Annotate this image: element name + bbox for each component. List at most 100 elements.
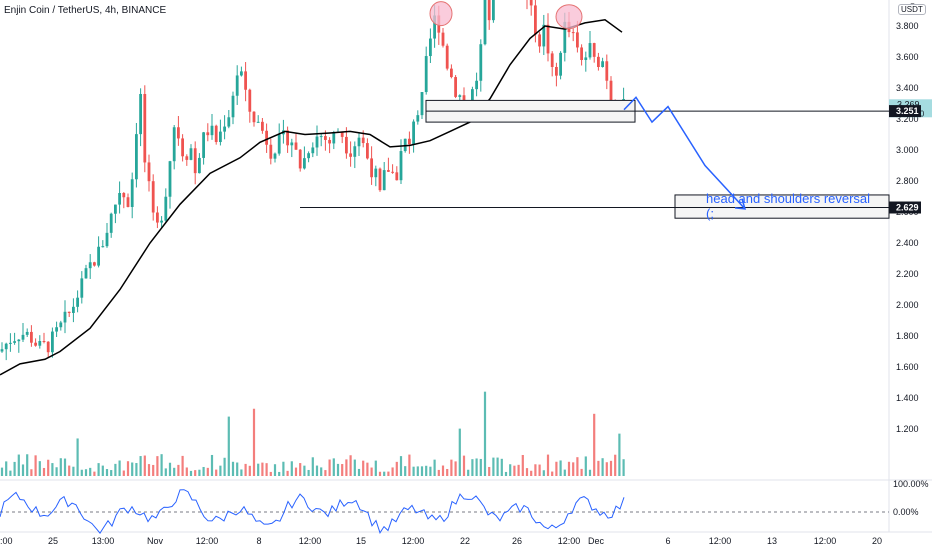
time-tick-label: 15: [356, 536, 366, 546]
candle-body: [445, 45, 449, 69]
volume-bar: [370, 467, 373, 476]
candle-body: [387, 170, 390, 172]
volume-bar: [147, 464, 151, 476]
volume-bar: [618, 433, 621, 476]
candle-body: [189, 148, 193, 160]
rsi-tick-label: 0.00%: [893, 507, 919, 517]
price-tick-label: 2.400: [896, 238, 919, 248]
volume-bar: [47, 459, 50, 476]
volume-bar: [177, 464, 180, 476]
volume-bar: [320, 467, 323, 476]
volume-bar: [0, 467, 4, 476]
volume-bar: [349, 455, 352, 476]
volume-bar: [76, 438, 79, 476]
volume-bar: [391, 467, 394, 476]
volume-bar: [378, 471, 382, 476]
price-tick-label: 1.400: [896, 393, 919, 403]
volume-bar: [59, 458, 62, 476]
candle-body: [17, 339, 21, 342]
candle-body: [219, 131, 222, 143]
candle-body: [597, 56, 600, 67]
volume-bar: [324, 470, 327, 476]
volume-bar: [341, 464, 344, 476]
volume-bar: [601, 458, 604, 476]
candle-body: [21, 334, 25, 340]
volume-bar: [521, 454, 524, 476]
candle-body: [126, 197, 130, 207]
price-axis[interactable]: 5.4005.2005.0004.8004.6004.4004.2004.000…: [896, 0, 919, 434]
volume-bar: [118, 460, 121, 476]
candle-body: [72, 306, 75, 313]
currency-badge[interactable]: USDT: [898, 4, 926, 15]
volume-bar: [227, 416, 230, 476]
time-tick-label: 12:00: [299, 536, 322, 546]
candle-body: [84, 268, 88, 279]
volume-bar: [278, 471, 281, 476]
candle-body: [101, 246, 105, 248]
candle-body: [454, 77, 457, 97]
candle-body: [210, 125, 214, 136]
volume-bar: [122, 470, 125, 476]
candle-body: [424, 56, 428, 93]
level-price-tag: [889, 201, 921, 214]
volume-bar: [353, 459, 356, 476]
volume-bar: [89, 467, 92, 476]
pattern-ellipse: [429, 1, 453, 27]
volume-bar: [609, 460, 613, 476]
volume-bar: [181, 455, 184, 476]
candle-body: [542, 24, 546, 47]
volume-bar: [450, 459, 453, 476]
candle-body: [277, 134, 281, 154]
candle-body: [563, 21, 567, 53]
volume-bar: [93, 471, 96, 476]
volume-bar: [534, 464, 537, 476]
time-tick-label: 13:00: [92, 536, 115, 546]
candle-body: [80, 278, 84, 298]
volume-bar: [374, 460, 377, 476]
candle-body: [550, 53, 554, 67]
annotation-text[interactable]: head and shoulders reversal (;: [706, 191, 871, 221]
candle-body: [349, 153, 352, 157]
candle-body: [38, 341, 42, 346]
price-tick-label: 2.800: [896, 176, 919, 186]
volume-bar: [80, 469, 83, 476]
candle-body: [13, 341, 16, 343]
candle-body: [450, 68, 453, 78]
volume-bar: [257, 463, 260, 476]
candle-body: [55, 327, 58, 332]
volume-bar: [336, 463, 340, 476]
volume-bar: [441, 465, 445, 476]
volume-bar: [210, 454, 214, 476]
volume-bar: [572, 462, 575, 476]
volume-bar: [236, 462, 239, 476]
volume-bar: [135, 463, 138, 476]
candle-body: [273, 153, 277, 159]
volume-bar: [408, 454, 411, 476]
candle-body: [529, 0, 533, 6]
volume-bar: [68, 465, 71, 476]
volume-bar: [164, 468, 167, 476]
volume-bar: [584, 456, 587, 476]
candle-body: [265, 130, 268, 145]
candle-body: [458, 95, 462, 97]
pattern-ellipse: [555, 4, 583, 30]
candle-body: [315, 136, 319, 148]
candle-body: [198, 157, 201, 174]
volume-bar: [252, 408, 256, 476]
volume-bar: [504, 471, 508, 476]
time-axis[interactable]: :00 25 13:00 Nov 12:00 8 12:00 15 12:00 22 26 12:00…: [0, 536, 882, 546]
drawing-overlays[interactable]: [300, 0, 890, 219]
volume-bar: [492, 457, 495, 476]
volume-bar: [593, 413, 596, 476]
candle-body: [605, 61, 609, 81]
time-tick-label: 12:00: [196, 536, 219, 546]
volume-bar: [194, 470, 197, 476]
volume-bar: [467, 469, 470, 476]
volume-bar: [488, 466, 491, 476]
price-tick-label: 2.200: [896, 269, 919, 279]
candle-body: [252, 111, 256, 123]
volume-bar: [513, 465, 516, 476]
volume-bars: [0, 391, 625, 476]
candle-body: [571, 32, 575, 34]
